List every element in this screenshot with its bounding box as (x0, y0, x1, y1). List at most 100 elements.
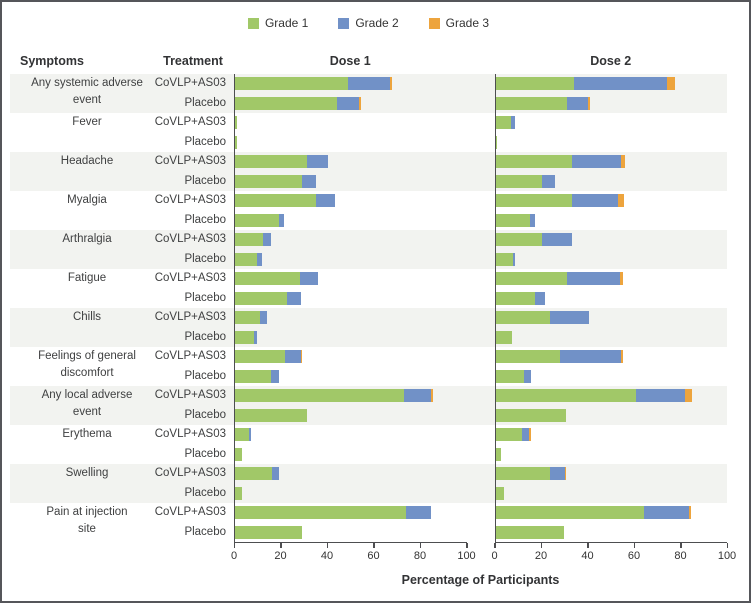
bar-segment-grade-1 (495, 408, 567, 422)
bar-segment-grade-1 (235, 252, 257, 266)
dose2-bar-cell (494, 210, 728, 230)
bar-segment-grade-3 (620, 350, 623, 364)
dose1-stacked-bar (235, 506, 467, 520)
dose1-stacked-bar (235, 447, 467, 461)
dose1-bar-cell (234, 191, 467, 211)
dose1-stacked-bar (235, 174, 467, 188)
symptom-label: Any local adverse event (41, 389, 133, 418)
dose1-bar-cell (234, 308, 467, 328)
bar-segment-grade-2 (567, 272, 621, 286)
legend-item-1: Grade 1 (247, 16, 308, 30)
bar-segment-grade-1 (495, 155, 572, 169)
symptom-group-row: Fever CoVLP+AS03 Placebo (10, 113, 727, 152)
legend: Grade 1 Grade 2 Grade 3 (10, 16, 727, 30)
legend-label: Grade 3 (445, 16, 490, 30)
symptom-group-row: Fatigue CoVLP+AS03 Placebo (10, 269, 727, 308)
axis-tick (540, 543, 542, 548)
dose1-stacked-bar (235, 389, 467, 403)
legend-swatch-grade-3-icon (428, 17, 440, 29)
axis-tick-label: 100 (717, 550, 737, 562)
symptom-group-row: Pain at injection site CoVLP+AS03 Placebo (10, 503, 727, 542)
treatment-label: Placebo (184, 330, 226, 343)
bar-segment-grade-2 (262, 233, 271, 247)
dose1-bar-cell (234, 249, 467, 269)
dose1-stacked-bar (235, 369, 467, 383)
axis-tick-label: 60 (627, 550, 641, 562)
axis-tick (466, 543, 468, 548)
bar-segment-grade-1 (235, 467, 273, 481)
treatment-label: CoVLP+AS03 (154, 116, 226, 128)
treatment-label: CoVLP+AS03 (154, 428, 226, 440)
bar-segment-grade-1 (495, 135, 497, 149)
dose1-stacked-bar (235, 486, 467, 500)
bar-segment-grade-1 (235, 525, 303, 539)
treatment-label: CoVLP+AS03 (154, 194, 226, 206)
dose1-bar-cell (234, 132, 467, 152)
axis-tick (326, 543, 328, 548)
bar-segment-grade-1 (495, 291, 535, 305)
axis-tick-label: 40 (320, 550, 334, 562)
bar-segment-grade-2 (522, 428, 530, 442)
axis-tick-label: 20 (534, 550, 548, 562)
dose2-bar-cell (494, 444, 728, 464)
bar-segment-grade-2 (541, 233, 572, 247)
symptom-label: Chills (72, 311, 102, 323)
bar-segment-grade-2 (248, 428, 252, 442)
bar-segment-grade-3 (618, 194, 624, 208)
bar-segment-grade-2 (571, 194, 619, 208)
x-axis-title: Percentage of Participants (401, 573, 560, 587)
treatment-label: CoVLP+AS03 (154, 272, 226, 284)
bar-segment-grade-1 (495, 506, 644, 520)
chart-body: Any systemic adverse event CoVLP+AS03 Plac… (10, 74, 727, 542)
treatment-label: CoVLP+AS03 (154, 350, 226, 362)
axis-tick-label: 80 (674, 550, 687, 562)
bar-segment-grade-3 (620, 272, 623, 286)
bar-segment-grade-1 (495, 447, 502, 461)
symptom-label: Erythema (62, 428, 112, 440)
bar-segment-grade-1 (235, 135, 238, 149)
axis-tick-label: 0 (230, 550, 238, 562)
dose1-stacked-bar (235, 525, 467, 539)
dose2-stacked-bar (495, 525, 728, 539)
dose1-stacked-bar (235, 116, 467, 130)
bar-segment-grade-2 (306, 155, 328, 169)
symptom-label: Arthralgia (62, 233, 112, 245)
dose2-stacked-bar (495, 467, 728, 481)
dose2-bar-cell (494, 249, 728, 269)
bar-segment-grade-1 (495, 428, 523, 442)
dose2-stacked-bar (495, 77, 728, 91)
bar-segment-grade-2 (643, 506, 689, 520)
dose2-bar-cell (494, 93, 728, 113)
axis-tick (494, 543, 496, 548)
treatment-label: Placebo (184, 408, 226, 421)
dose1-stacked-bar (235, 291, 467, 305)
dose1-stacked-bar (235, 467, 467, 481)
symptom-label: Myalgia (67, 194, 107, 206)
treatment-label: CoVLP+AS03 (154, 467, 226, 479)
dose2-stacked-bar (495, 174, 728, 188)
dose2-bar-cell (494, 366, 728, 386)
bar-segment-grade-2 (549, 311, 590, 325)
bar-segment-grade-1 (235, 77, 349, 91)
dose2-stacked-bar (495, 486, 728, 500)
bar-segment-grade-1 (235, 272, 300, 286)
symptom-group-row: Swelling CoVLP+AS03 Placebo (10, 464, 727, 503)
dose2-x-axis: 0 20 40 60 80 100 (491, 542, 736, 567)
axis-tick (633, 543, 635, 548)
dose1-bar-cell (234, 366, 467, 386)
bar-segment-grade-1 (495, 467, 550, 481)
axis-tick (680, 543, 682, 548)
dose2-stacked-bar (495, 96, 728, 110)
dose1-bar-cell (234, 152, 467, 172)
bar-segment-grade-1 (235, 116, 238, 130)
treatment-label: Placebo (184, 252, 226, 265)
symptom-group-row: Erythema CoVLP+AS03 Placebo (10, 425, 727, 464)
dose2-stacked-bar (495, 311, 728, 325)
dose2-stacked-bar (495, 350, 728, 364)
bar-segment-grade-2 (512, 252, 516, 266)
bar-segment-grade-1 (235, 96, 337, 110)
bar-segment-grade-2 (567, 96, 589, 110)
symptom-group-row: Arthralgia CoVLP+AS03 Placebo (10, 230, 727, 269)
bar-segment-grade-3 (564, 467, 567, 481)
